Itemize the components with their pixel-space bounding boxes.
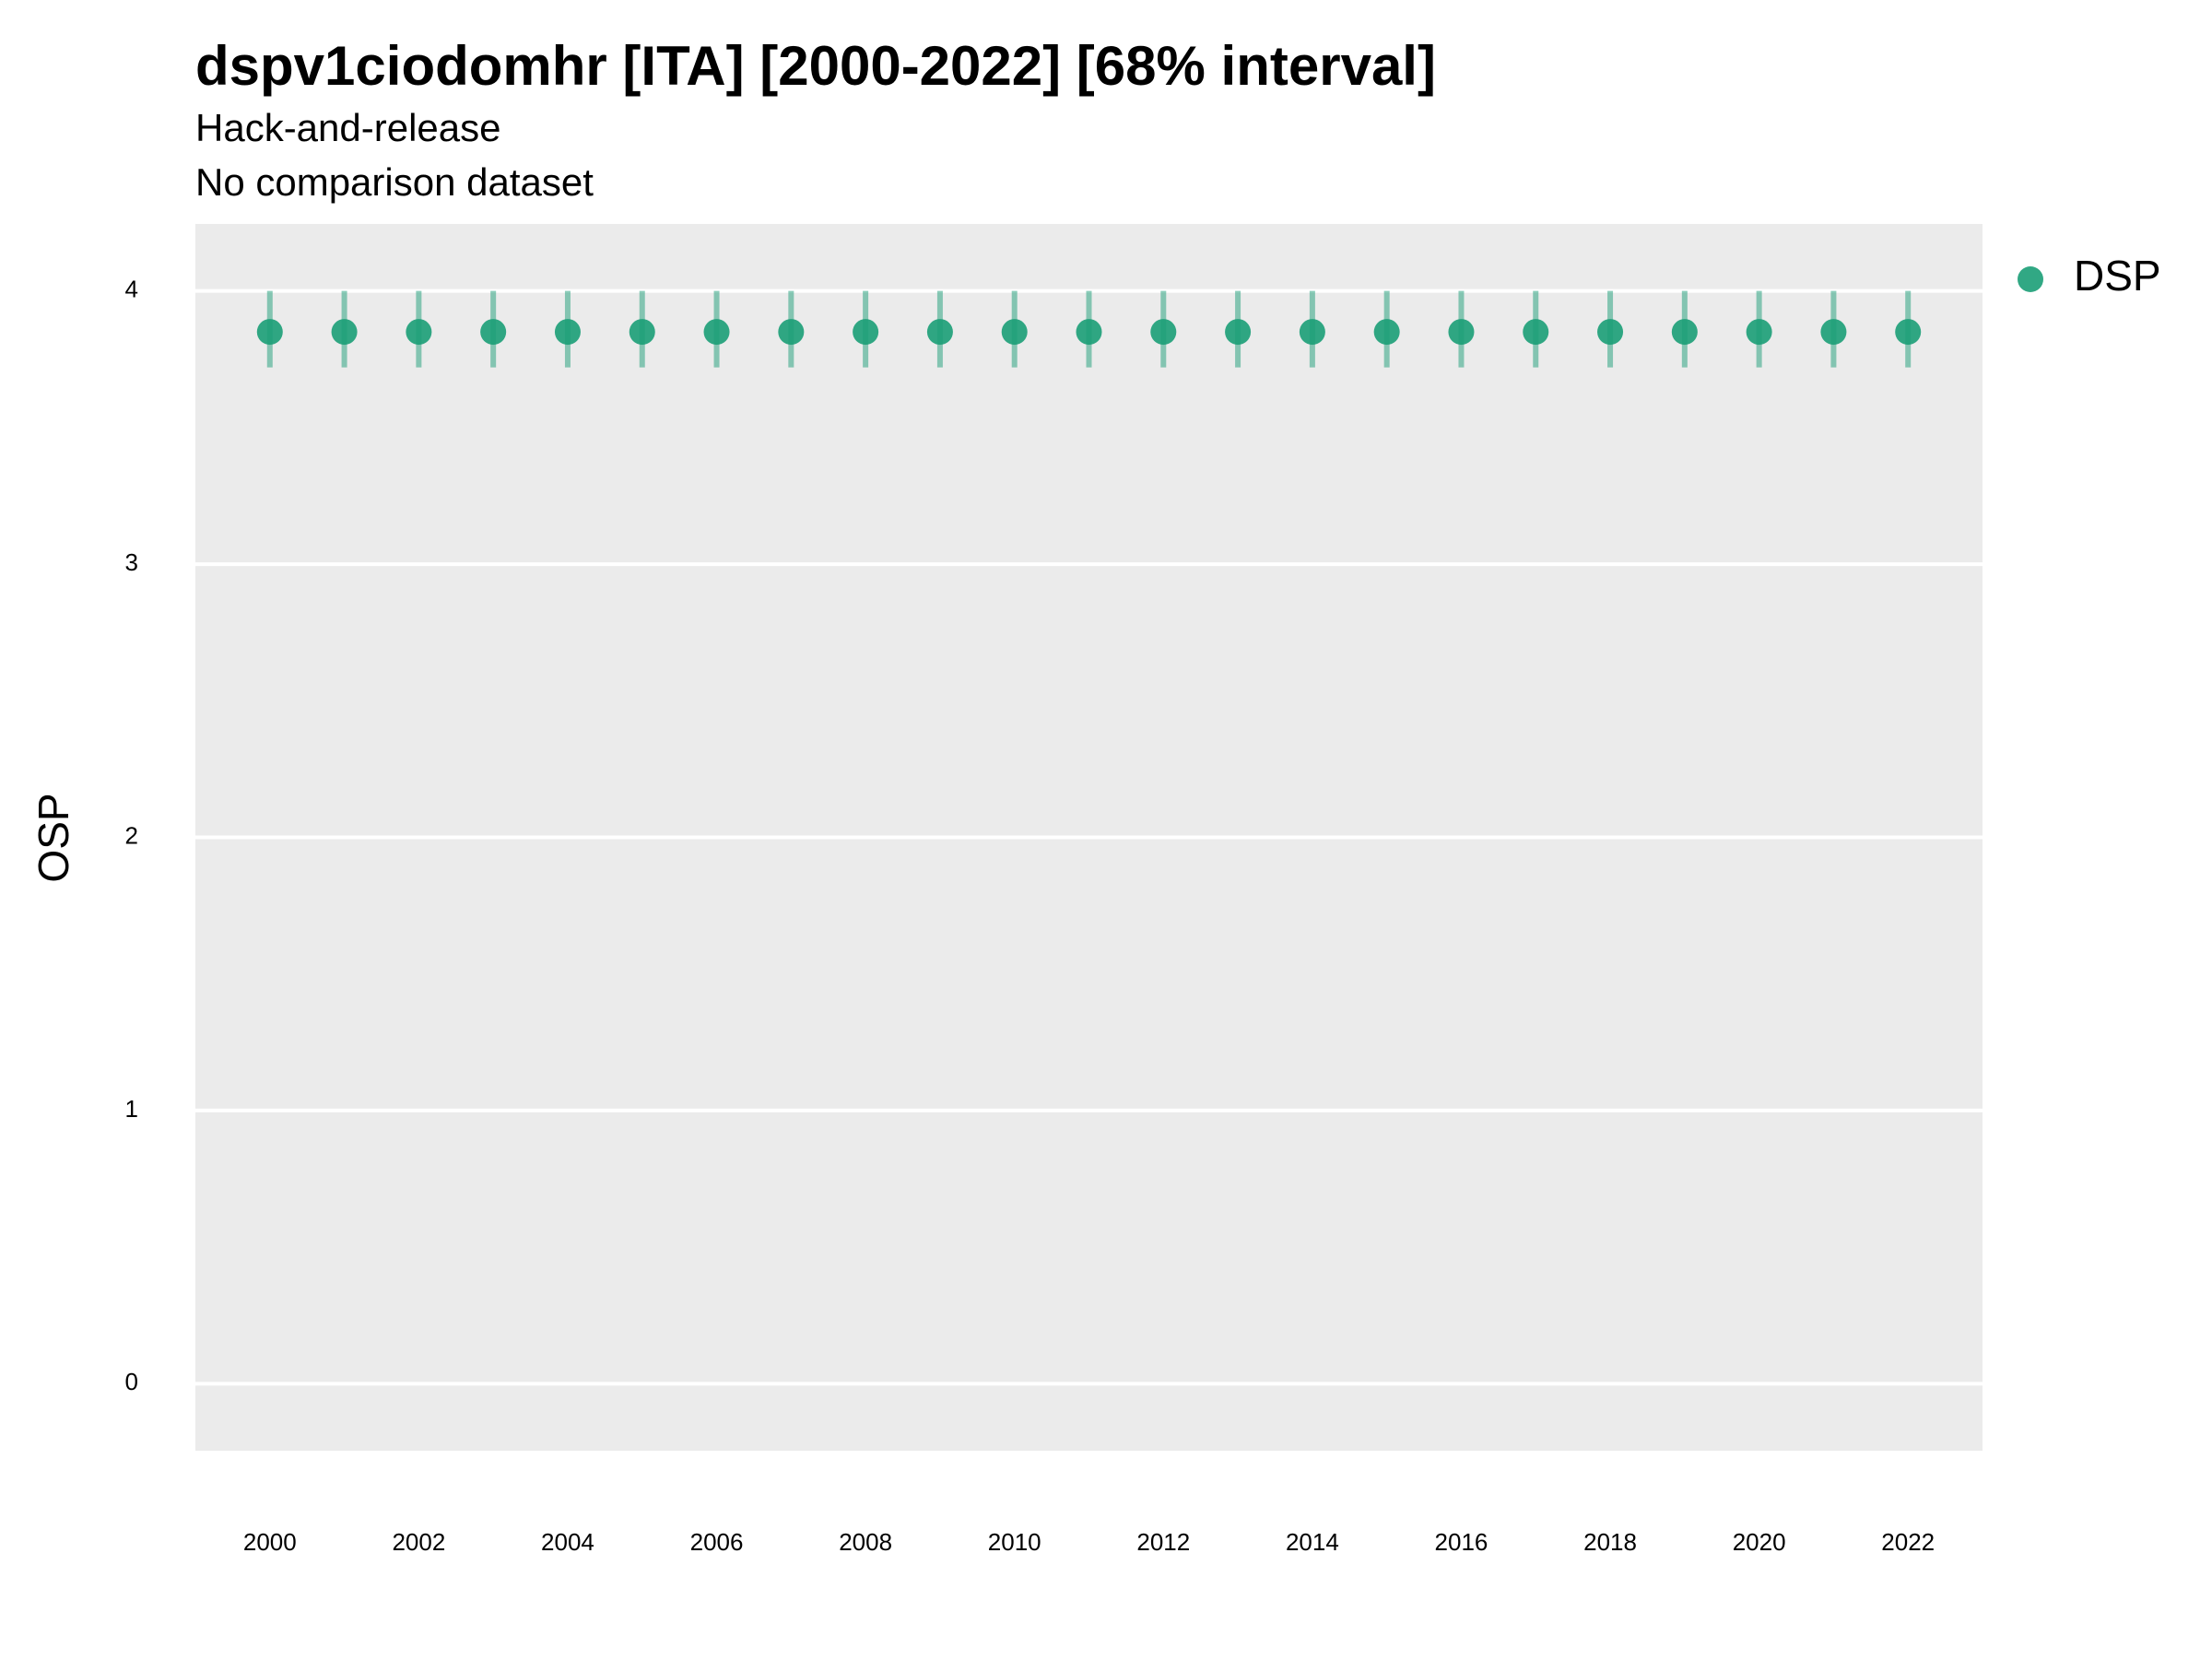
x-tick-label: 2000 — [243, 1528, 297, 1556]
x-tick-label: 2020 — [1733, 1528, 1786, 1556]
point — [1523, 319, 1549, 346]
y-tick-label: 1 — [125, 1095, 138, 1123]
y-axis-label: OSP — [29, 793, 77, 882]
legend-marker — [2018, 266, 2043, 292]
point — [1746, 319, 1772, 346]
point — [778, 319, 805, 346]
y-tick-label: 2 — [125, 821, 138, 849]
x-tick-label: 2022 — [1881, 1528, 1935, 1556]
x-tick-label: 2018 — [1583, 1528, 1637, 1556]
x-tick-label: 2014 — [1286, 1528, 1339, 1556]
y-tick-label: 0 — [125, 1368, 138, 1395]
point — [1373, 319, 1400, 346]
point — [703, 319, 730, 346]
chart-title: dspv1ciodomhr [ITA] [2000-2022] [68% int… — [195, 35, 1436, 97]
point — [926, 319, 953, 346]
x-tick-label: 2006 — [690, 1528, 744, 1556]
x-tick-label: 2008 — [839, 1528, 892, 1556]
x-tick-label: 2002 — [392, 1528, 445, 1556]
point — [1895, 319, 1922, 346]
chart-subtitle: Hack-and-release — [195, 106, 501, 149]
y-tick-label: 3 — [125, 548, 138, 576]
x-tick-label: 2004 — [541, 1528, 594, 1556]
point — [256, 319, 283, 346]
point — [1448, 319, 1475, 346]
point — [406, 319, 432, 346]
y-tick-label: 4 — [125, 276, 138, 303]
point — [554, 319, 581, 346]
point — [1001, 319, 1028, 346]
point — [331, 319, 358, 346]
point — [480, 319, 507, 346]
chart-subtitle: No comparison dataset — [195, 160, 594, 204]
x-tick-label: 2012 — [1136, 1528, 1190, 1556]
point — [1150, 319, 1177, 346]
legend-label: DSP — [2074, 252, 2161, 300]
point — [1671, 319, 1698, 346]
point — [1820, 319, 1847, 346]
point — [1597, 319, 1624, 346]
point — [1076, 319, 1102, 346]
point — [629, 319, 655, 346]
point — [853, 319, 879, 346]
point — [1225, 319, 1252, 346]
x-tick-label: 2010 — [988, 1528, 1041, 1556]
point — [1299, 319, 1325, 346]
x-tick-label: 2016 — [1435, 1528, 1488, 1556]
